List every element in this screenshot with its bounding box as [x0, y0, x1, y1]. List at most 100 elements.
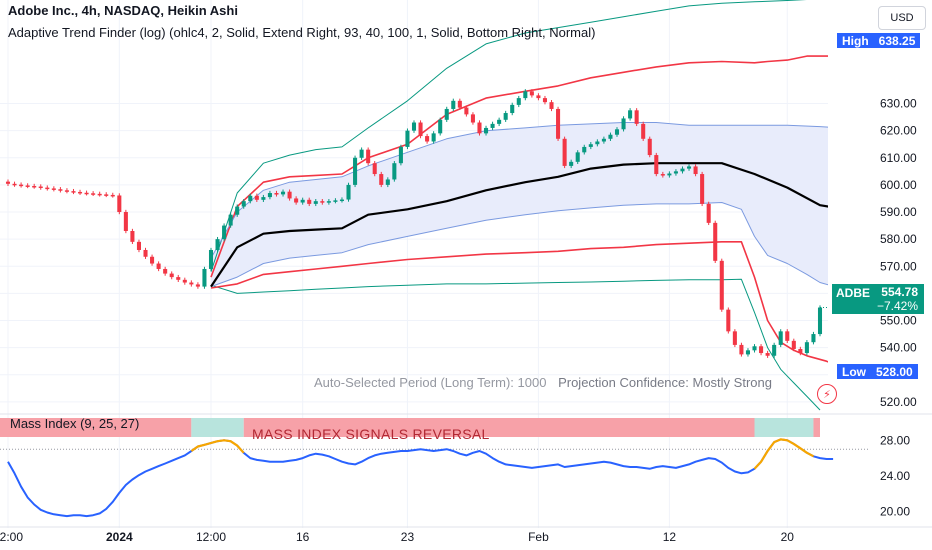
candle-body [38, 186, 43, 189]
price-tick-label: 580.00 [880, 232, 917, 246]
indicator-title[interactable]: Adaptive Trend Finder (log) (ohlc4, 2, S… [8, 25, 596, 40]
candle-body [333, 200, 338, 202]
candle-body [5, 181, 11, 184]
candle-body [667, 173, 672, 176]
candle-body [732, 331, 737, 345]
high-value: 638.25 [878, 33, 916, 48]
candle-body [693, 166, 698, 175]
candle-body [438, 119, 443, 134]
candle-body [274, 193, 279, 195]
candle-body [366, 149, 371, 164]
candle-body [326, 201, 331, 203]
last-price-badge: ADBE 554.78 −7.42% [832, 284, 924, 314]
mass-signal-segment [190, 439, 245, 454]
symbol-title[interactable]: Adobe Inc., 4h, NASDAQ, Heikin Ashi [8, 3, 238, 18]
mass-index-line [7, 438, 834, 518]
candle-body [431, 133, 436, 142]
candle-body [130, 231, 135, 242]
candle-body [150, 256, 155, 264]
candle-body [503, 113, 508, 120]
currency-button[interactable]: USD [878, 6, 926, 30]
candle-body [281, 191, 286, 195]
candle-body [78, 191, 83, 194]
time-tick-label: 23 [401, 530, 415, 544]
price-tick-label: 540.00 [880, 341, 917, 355]
candle-body [91, 193, 96, 195]
candle-body [143, 249, 148, 257]
candle-body [680, 168, 685, 172]
candle-body [58, 189, 63, 191]
candle-body [398, 146, 403, 164]
price-tick-label: 600.00 [880, 178, 917, 192]
candle-body [117, 195, 122, 213]
time-tick-label: 16 [296, 530, 310, 544]
mass-background-band [0, 418, 192, 437]
candle-body [523, 91, 528, 99]
candle-body [497, 119, 502, 124]
blue-lower-band [210, 202, 828, 288]
price-tick-label: 620.00 [880, 124, 917, 138]
candle-body [156, 263, 161, 269]
candle-body [765, 353, 770, 356]
candle-body [228, 214, 233, 226]
candle-body [817, 307, 823, 335]
candle-body [71, 191, 76, 193]
lightning-icon[interactable]: ⚡ [817, 384, 837, 404]
mass-index-title[interactable]: Mass Index (9, 25, 27) [10, 416, 140, 431]
mass-background-band [191, 418, 244, 437]
candle-body [470, 114, 475, 123]
mass-signal-segment [753, 438, 815, 470]
candle-body [562, 138, 567, 166]
candle-body [339, 199, 344, 202]
candle-body [759, 346, 764, 354]
mass-tick-label: 28.00 [880, 433, 910, 447]
ticker-label: ADBE [836, 286, 871, 300]
last-price-value: 554.78 [881, 285, 918, 299]
candle-body [634, 110, 639, 124]
low-value: 528.00 [876, 364, 913, 379]
candle-body [372, 163, 377, 175]
candle-body [601, 138, 606, 142]
candle-body [32, 185, 37, 188]
candle-body [556, 108, 561, 139]
candle-body [628, 110, 633, 119]
blue-upper-band [210, 122, 828, 259]
mass-background-band [754, 418, 814, 437]
candle-body [549, 102, 554, 109]
candle-body [320, 201, 325, 203]
candle-body [791, 340, 796, 349]
period-label: Auto-Selected Period (Long Term): 1000 [314, 375, 547, 390]
price-tick-label: 630.00 [880, 97, 917, 111]
candle-body [542, 98, 547, 103]
candle-body [287, 191, 292, 199]
candle-body [614, 129, 620, 135]
candle-body [241, 201, 246, 207]
candle-body [569, 161, 574, 166]
candle-body [418, 122, 423, 137]
candle-body [726, 309, 731, 332]
candle-body [261, 197, 266, 200]
low-price-badge: Low 528.00 [837, 364, 918, 379]
candle-body [84, 192, 89, 195]
candle-body [359, 149, 364, 158]
candle-body [123, 212, 128, 231]
price-tick-label: 590.00 [880, 205, 917, 219]
candle-body [222, 225, 227, 240]
candle-body [595, 141, 600, 145]
candle-body [195, 284, 200, 287]
candle-body [785, 331, 790, 341]
candle-body [772, 344, 777, 356]
candle-body [294, 198, 299, 203]
candle-body [25, 185, 30, 187]
candle-body [621, 118, 626, 130]
time-tick-label: 12:00 [0, 530, 23, 544]
candle-body [215, 239, 220, 250]
center-trend-line [210, 162, 828, 288]
candle-body [110, 194, 115, 197]
low-label: Low [842, 364, 866, 379]
candle-body [182, 279, 187, 283]
candle-body [608, 134, 613, 139]
candle-body [64, 190, 69, 192]
